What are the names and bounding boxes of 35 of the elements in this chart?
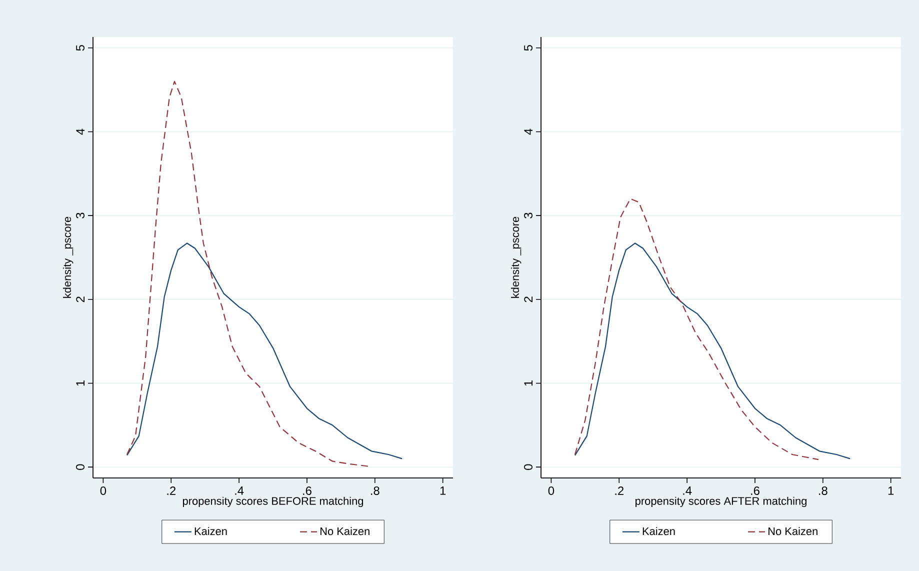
- x-tick-label: .6: [751, 486, 760, 495]
- x-axis-title: propensity scores AFTER matching: [636, 496, 806, 508]
- y-tick-label: 5: [76, 45, 84, 51]
- y-tick-label: 4: [76, 128, 84, 135]
- line-series: [126, 242, 403, 460]
- y-axis-title: kdensity _pscore: [510, 216, 522, 298]
- y-axis-title: kdensity _pscore: [62, 216, 74, 298]
- legend-label: Kaizen: [194, 527, 227, 536]
- legend-label: Kaizen: [642, 527, 675, 536]
- y-tick-label: 0: [76, 464, 84, 470]
- x-axis-title: propensity scores BEFORE matching: [182, 496, 364, 508]
- line-series: [574, 198, 820, 460]
- y-tick-label: 2: [76, 296, 84, 302]
- x-tick-label: 1: [888, 486, 894, 495]
- x-tick-label: .8: [819, 486, 828, 495]
- x-tick-label: .8: [371, 486, 380, 495]
- y-tick-label: 3: [76, 212, 84, 218]
- y-tick-label: 5: [524, 45, 532, 51]
- x-tick-label: 0: [548, 486, 554, 495]
- x-tick-label: .4: [235, 486, 244, 495]
- y-tick-label: 1: [76, 380, 84, 386]
- y-tick-label: 2: [524, 296, 532, 302]
- y-tick-label: 0: [524, 464, 532, 470]
- x-tick-label: 0: [100, 486, 106, 495]
- x-tick-label: .2: [615, 486, 624, 495]
- x-tick-label: 1: [440, 486, 446, 495]
- legend-label: No Kaizen: [768, 527, 818, 536]
- x-tick-label: .4: [683, 486, 692, 495]
- x-tick-label: .6: [303, 486, 312, 495]
- y-tick-label: 1: [524, 380, 532, 386]
- line-series: [574, 242, 851, 460]
- legend-label: No Kaizen: [320, 527, 370, 536]
- y-tick-label: 4: [524, 128, 532, 135]
- y-tick-label: 3: [524, 212, 532, 218]
- x-tick-label: .2: [167, 486, 176, 495]
